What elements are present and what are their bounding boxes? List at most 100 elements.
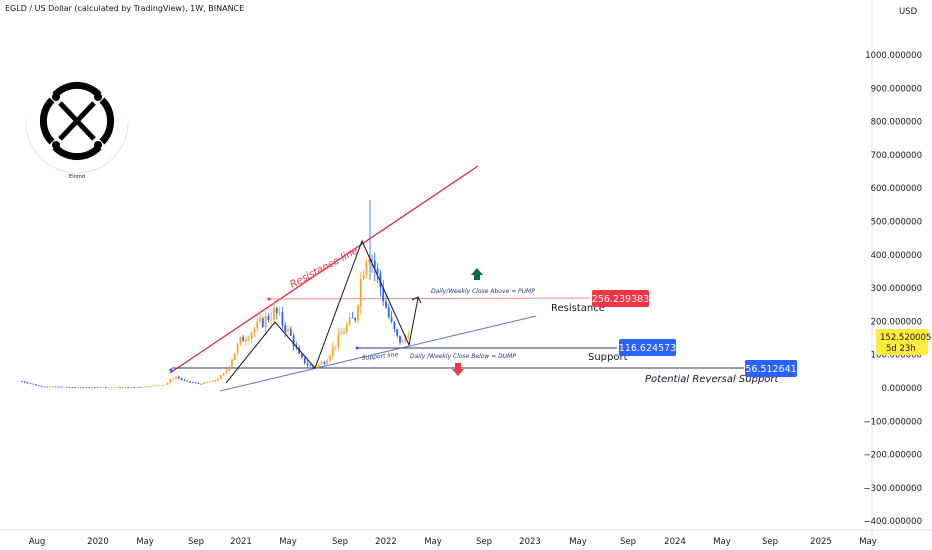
candle-body[interactable] bbox=[189, 381, 191, 383]
candle-body[interactable] bbox=[130, 387, 133, 388]
candle-body[interactable] bbox=[214, 380, 217, 382]
candle-body[interactable] bbox=[228, 366, 231, 371]
candle-body[interactable] bbox=[351, 317, 354, 319]
candle-body[interactable] bbox=[186, 380, 189, 382]
candle-body[interactable] bbox=[135, 387, 138, 388]
candle-body[interactable] bbox=[373, 260, 376, 269]
reversal-price-badge[interactable]: 56.512641 bbox=[745, 360, 797, 377]
candle-body[interactable] bbox=[68, 386, 71, 388]
candle-body[interactable] bbox=[144, 386, 147, 388]
resistance-level-line[interactable] bbox=[267, 297, 591, 300]
candle-body[interactable] bbox=[79, 386, 82, 388]
candle-body[interactable] bbox=[219, 375, 222, 379]
candle-body[interactable] bbox=[348, 317, 351, 325]
candle-body[interactable] bbox=[91, 387, 93, 388]
candle-body[interactable] bbox=[208, 381, 211, 383]
candle-body[interactable] bbox=[54, 386, 57, 388]
candle-body[interactable] bbox=[35, 384, 37, 386]
candle-body[interactable] bbox=[158, 385, 161, 387]
candle-body[interactable] bbox=[85, 387, 88, 388]
candle-body[interactable] bbox=[225, 370, 228, 374]
candle-body[interactable] bbox=[317, 364, 320, 367]
candle-body[interactable] bbox=[177, 376, 180, 379]
candle-body[interactable] bbox=[284, 325, 287, 332]
candle-body[interactable] bbox=[399, 335, 401, 343]
candle-body[interactable] bbox=[309, 365, 312, 367]
candle-body[interactable] bbox=[119, 387, 121, 388]
candle-body[interactable] bbox=[180, 378, 183, 380]
candle-body[interactable] bbox=[231, 359, 233, 367]
candle-body[interactable] bbox=[357, 306, 359, 321]
candle-body[interactable] bbox=[259, 318, 261, 322]
candle-body[interactable] bbox=[194, 382, 197, 384]
candle-body[interactable] bbox=[222, 373, 225, 376]
candle-body[interactable] bbox=[93, 387, 96, 388]
candle-body[interactable] bbox=[368, 259, 371, 262]
x-axis[interactable]: Aug 2020 May Sep 2021 May Sep 2022 May Sep 2023 May… bbox=[29, 537, 877, 547]
candle-body[interactable] bbox=[155, 385, 158, 387]
candle-body[interactable] bbox=[329, 355, 331, 361]
candle-body[interactable] bbox=[298, 347, 301, 354]
candle-body[interactable] bbox=[57, 386, 60, 388]
candle-body[interactable] bbox=[343, 331, 345, 334]
candle-body[interactable] bbox=[40, 385, 43, 387]
candle-body[interactable] bbox=[281, 312, 284, 326]
candle-body[interactable] bbox=[256, 321, 259, 329]
candle-body[interactable] bbox=[289, 328, 292, 336]
candle-body[interactable] bbox=[26, 382, 29, 384]
candle-body[interactable] bbox=[278, 312, 281, 313]
candle-body[interactable] bbox=[393, 321, 396, 330]
resistance-anchor[interactable] bbox=[267, 297, 271, 301]
candle-body[interactable] bbox=[23, 381, 26, 383]
candle-body[interactable] bbox=[88, 387, 91, 388]
support-anchor[interactable] bbox=[355, 346, 359, 350]
candle-body[interactable] bbox=[172, 378, 175, 380]
candle-body[interactable] bbox=[96, 387, 99, 388]
candle-body[interactable] bbox=[407, 335, 410, 337]
candle-body[interactable] bbox=[127, 387, 130, 388]
candle-body[interactable] bbox=[166, 382, 169, 385]
candle-body[interactable] bbox=[306, 363, 309, 366]
candle-body[interactable] bbox=[303, 357, 306, 364]
candle-body[interactable] bbox=[37, 385, 40, 387]
candle-body[interactable] bbox=[376, 268, 379, 273]
candle-body[interactable] bbox=[65, 386, 68, 388]
candle-body[interactable] bbox=[141, 386, 144, 388]
candle-body[interactable] bbox=[21, 381, 23, 383]
candle-body[interactable] bbox=[301, 353, 303, 358]
candle-body[interactable] bbox=[71, 386, 74, 388]
candle-body[interactable] bbox=[245, 339, 247, 342]
candle-body[interactable] bbox=[250, 332, 253, 339]
candle-body[interactable] bbox=[74, 387, 77, 388]
candle-body[interactable] bbox=[236, 344, 239, 354]
candle-body[interactable] bbox=[379, 272, 382, 288]
candle-body[interactable] bbox=[124, 387, 127, 388]
support-trend-line[interactable] bbox=[219, 315, 537, 392]
trend-anchor[interactable] bbox=[169, 368, 173, 372]
candle-body[interactable] bbox=[404, 336, 407, 341]
candle-body[interactable] bbox=[163, 384, 166, 386]
candle-body[interactable] bbox=[270, 319, 273, 321]
candle-body[interactable] bbox=[200, 383, 203, 385]
candle-body[interactable] bbox=[46, 386, 49, 388]
candle-body[interactable] bbox=[138, 387, 141, 388]
candles[interactable] bbox=[21, 200, 410, 389]
candle-body[interactable] bbox=[110, 387, 113, 389]
candle-body[interactable] bbox=[242, 337, 245, 342]
candle-body[interactable] bbox=[382, 287, 385, 302]
candle-body[interactable] bbox=[105, 387, 107, 389]
candle-body[interactable] bbox=[292, 335, 295, 347]
candle-body[interactable] bbox=[326, 360, 329, 365]
candle-body[interactable] bbox=[267, 316, 270, 321]
candle-body[interactable] bbox=[183, 379, 186, 381]
candle-body[interactable] bbox=[147, 386, 149, 388]
candle-body[interactable] bbox=[203, 382, 205, 385]
candle-body[interactable] bbox=[197, 382, 200, 384]
candle-body[interactable] bbox=[354, 318, 357, 321]
candle-body[interactable] bbox=[264, 316, 267, 328]
candle-body[interactable] bbox=[152, 385, 155, 387]
candle-body[interactable] bbox=[113, 387, 116, 389]
candle-body[interactable] bbox=[396, 329, 399, 336]
resistance-price-badge[interactable]: 256.239383 bbox=[592, 290, 649, 307]
candle-body[interactable] bbox=[149, 386, 152, 387]
